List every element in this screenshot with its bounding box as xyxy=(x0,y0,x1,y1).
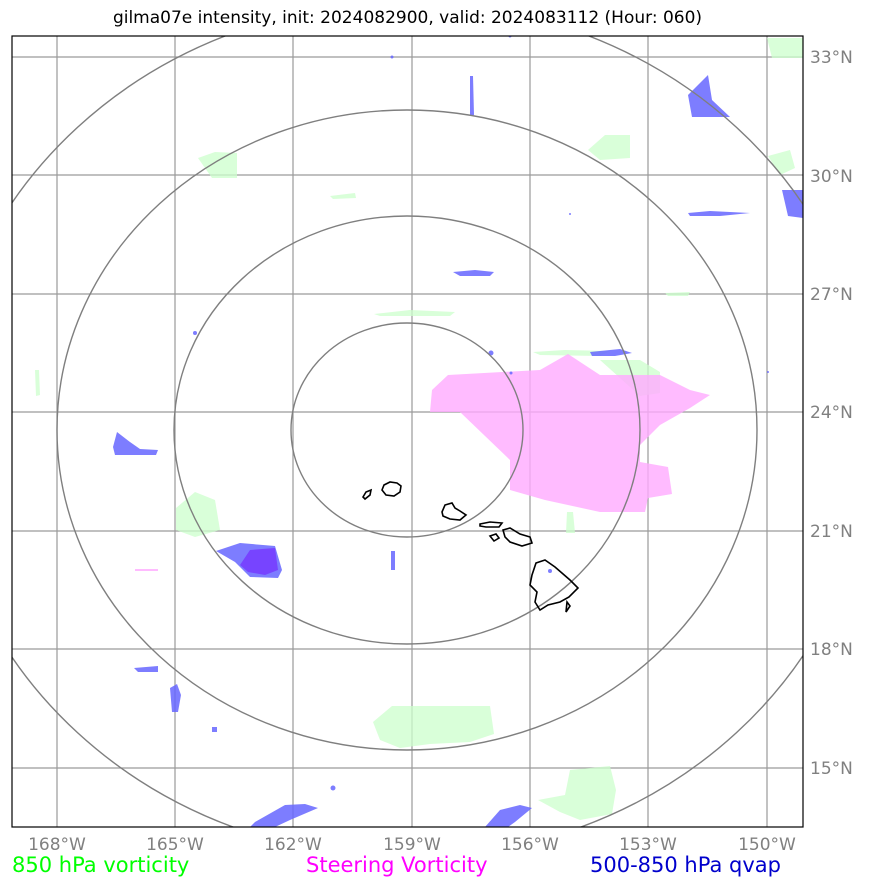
lon-label: 162°W xyxy=(264,835,322,855)
lon-label: 168°W xyxy=(28,835,86,855)
lon-label: 159°W xyxy=(383,835,441,855)
lat-label: 24°N xyxy=(810,403,853,423)
legend-qvap: 500-850 hPa qvap xyxy=(590,853,781,877)
range-rings xyxy=(12,36,803,827)
qvap-steering-overlap xyxy=(240,548,278,575)
lat-label: 30°N xyxy=(810,167,853,187)
legend-850-vorticity: 850 hPa vorticity xyxy=(12,853,190,877)
lat-label: 21°N xyxy=(810,522,853,542)
map-title: gilma07e intensity, init: 2024082900, va… xyxy=(112,8,703,28)
lon-label: 153°W xyxy=(619,835,677,855)
hawaii-coastline xyxy=(361,481,580,613)
latitude-labels: 33°N 30°N 27°N 24°N 21°N 18°N 15°N xyxy=(810,48,853,779)
vorticity-850-layer xyxy=(35,38,803,820)
lon-label: 165°W xyxy=(146,835,204,855)
longitude-labels: 168°W 165°W 162°W 159°W 156°W 153°W 150°… xyxy=(28,835,796,855)
legend-steering-vorticity: Steering Vorticity xyxy=(306,853,488,877)
lat-label: 18°N xyxy=(810,640,853,660)
steering-vorticity-layer xyxy=(135,354,710,571)
map-frame xyxy=(11,35,804,828)
lat-label: 27°N xyxy=(810,285,853,305)
lon-label: 150°W xyxy=(738,835,796,855)
lat-label: 15°N xyxy=(810,759,853,779)
lat-label: 33°N xyxy=(810,48,853,68)
lon-label: 156°W xyxy=(501,835,559,855)
